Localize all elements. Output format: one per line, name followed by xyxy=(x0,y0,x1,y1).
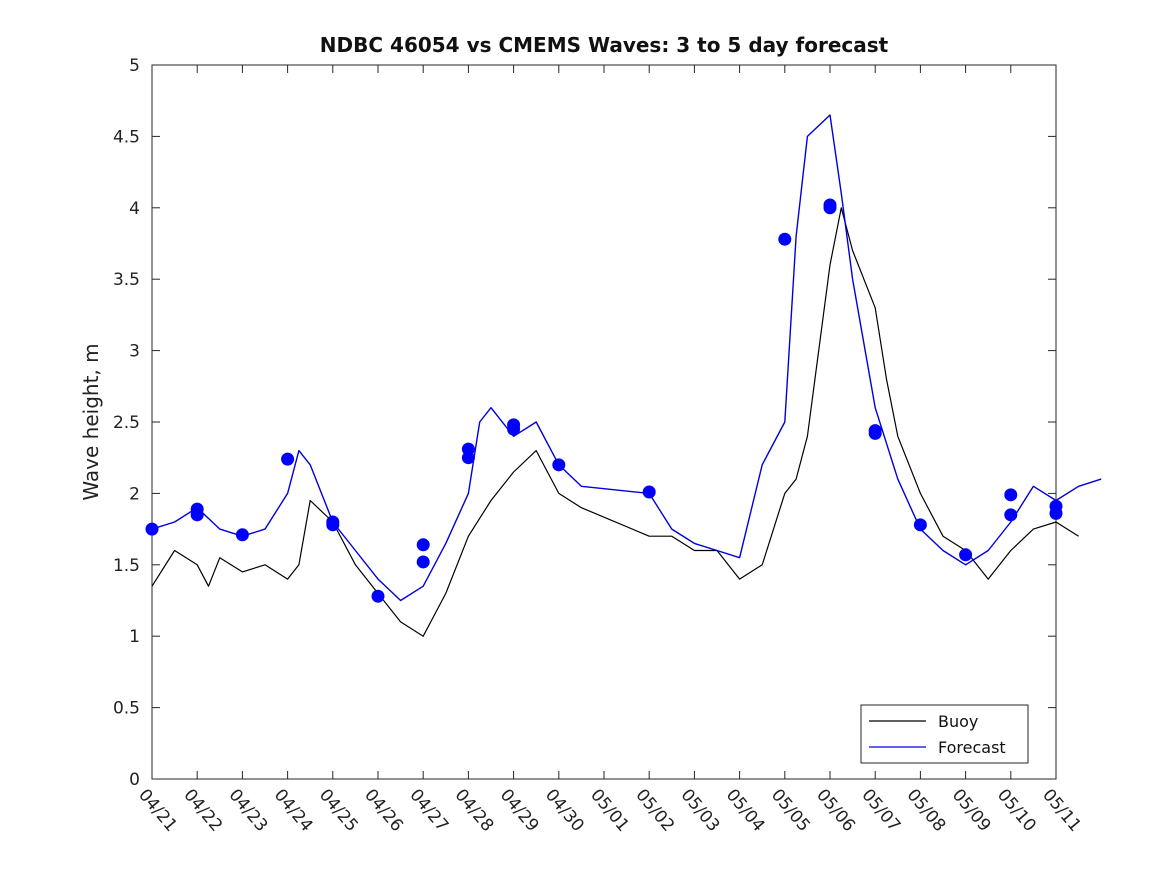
forecast-marker xyxy=(371,589,385,603)
forecast-marker xyxy=(642,485,656,499)
forecast-marker xyxy=(778,232,792,246)
legend-box xyxy=(860,704,1029,764)
y-axis-label: Wave height, m xyxy=(79,343,103,500)
y-tick-label: 5 xyxy=(129,56,140,76)
y-tick-label: 3 xyxy=(129,342,140,362)
forecast-marker xyxy=(823,201,837,215)
forecast-marker xyxy=(1004,488,1018,502)
forecast-marker xyxy=(416,538,430,552)
y-tick-label: 0 xyxy=(129,770,140,790)
y-tick-label: 1 xyxy=(129,627,140,647)
forecast-marker xyxy=(461,451,475,465)
y-tick-label: 2.5 xyxy=(113,413,140,433)
buoy-series-line xyxy=(151,207,1079,637)
forecast-marker xyxy=(959,548,973,562)
legend-buoy-label: Buoy xyxy=(938,712,978,731)
legend-forecast-label: Forecast xyxy=(938,738,1006,757)
forecast-marker xyxy=(1004,508,1018,522)
forecast-marker xyxy=(235,528,249,542)
y-tick-label: 2 xyxy=(129,484,140,504)
forecast-marker xyxy=(416,555,430,569)
forecast-marker xyxy=(913,518,927,532)
forecast-marker xyxy=(868,426,882,440)
y-tick-label: 4 xyxy=(129,199,140,219)
chart-title: NDBC 46054 vs CMEMS Waves: 3 to 5 day fo… xyxy=(320,33,889,57)
y-tick-label: 0.5 xyxy=(113,699,140,719)
forecast-marker xyxy=(190,508,204,522)
y-tick-label: 3.5 xyxy=(113,270,140,290)
y-tick-label: 1.5 xyxy=(113,556,140,576)
y-tick-label: 4.5 xyxy=(113,127,140,147)
plot-area xyxy=(145,114,1102,637)
forecast-marker xyxy=(507,422,521,436)
forecast-marker xyxy=(281,452,295,466)
forecast-marker xyxy=(326,518,340,532)
forecast-marker xyxy=(552,458,566,472)
forecast-marker xyxy=(145,522,159,536)
forecast-marker xyxy=(1049,506,1063,520)
legend: Buoy Forecast xyxy=(860,704,1029,764)
